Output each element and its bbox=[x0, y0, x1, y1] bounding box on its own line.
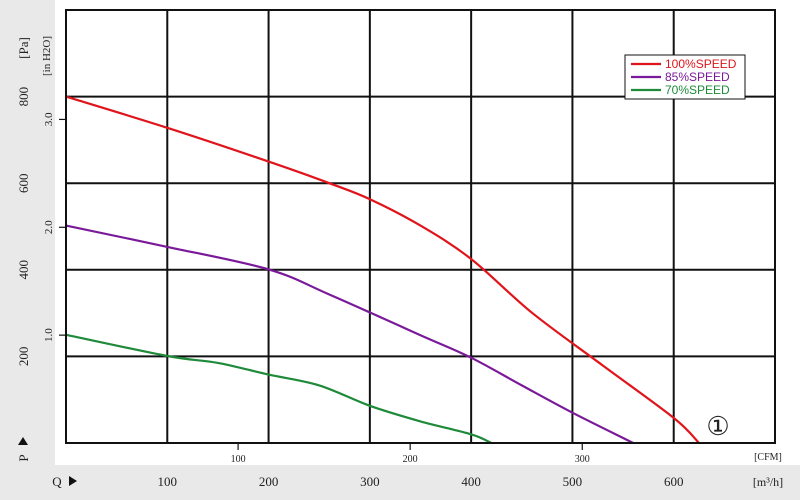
x-primary-unit-label: [m³/h] bbox=[753, 475, 783, 489]
x-axis-prefix: Q bbox=[52, 474, 62, 489]
y-secondary-unit-label: [in H2O] bbox=[41, 36, 53, 76]
x-secondary-tick-label: 100 bbox=[231, 454, 246, 465]
curve-annotation: ① bbox=[706, 412, 729, 441]
y-axis-prefix: P bbox=[16, 454, 31, 461]
x-axis-arrow-icon bbox=[69, 476, 77, 486]
x-secondary-ticks: 100 200 300 bbox=[231, 443, 590, 465]
x-secondary-tick-label: 300 bbox=[575, 454, 590, 465]
x-secondary-tick-label: 200 bbox=[403, 454, 418, 465]
x-axis-band bbox=[0, 465, 800, 500]
y-primary-tick-label: 800 bbox=[16, 87, 31, 107]
legend-label: 100%SPEED bbox=[665, 57, 737, 71]
y-axis-band bbox=[0, 0, 55, 500]
x-secondary-unit-label: [CFM] bbox=[754, 452, 782, 463]
series-line-70pct-speed bbox=[65, 333, 492, 445]
x-primary-tick-label: 200 bbox=[259, 474, 279, 489]
y-primary-tick-label: 600 bbox=[16, 173, 31, 193]
x-primary-tick-label: 500 bbox=[563, 474, 583, 489]
x-primary-tick-label: 100 bbox=[158, 474, 178, 489]
y-primary-tick-label: 400 bbox=[16, 260, 31, 280]
x-primary-tick-label: 300 bbox=[360, 474, 380, 489]
y-secondary-ticks: 1.0 2.0 3.0 bbox=[43, 112, 66, 342]
y-primary-unit-label: [Pa] bbox=[16, 37, 31, 59]
x-primary-tick-label: 400 bbox=[461, 474, 481, 489]
y-axis-arrow-icon bbox=[18, 437, 28, 445]
y-secondary-tick-label: 3.0 bbox=[43, 112, 55, 126]
legend-label: 70%SPEED bbox=[665, 83, 730, 97]
series-layer bbox=[65, 95, 700, 445]
legend-label: 85%SPEED bbox=[665, 70, 730, 84]
y-secondary-tick-label: 1.0 bbox=[43, 328, 55, 342]
plot-frame bbox=[65, 9, 776, 444]
x-primary-ticks: 100 200 300 400 500 600 bbox=[158, 474, 684, 489]
y-primary-tick-label: 200 bbox=[16, 347, 31, 367]
y-secondary-tick-label: 2.0 bbox=[43, 220, 55, 234]
y-primary-ticks: 200 400 600 800 bbox=[16, 87, 31, 366]
series-line-85pct-speed bbox=[65, 224, 634, 444]
x-primary-tick-label: 600 bbox=[664, 474, 684, 489]
series-line-100pct-speed bbox=[65, 95, 700, 444]
